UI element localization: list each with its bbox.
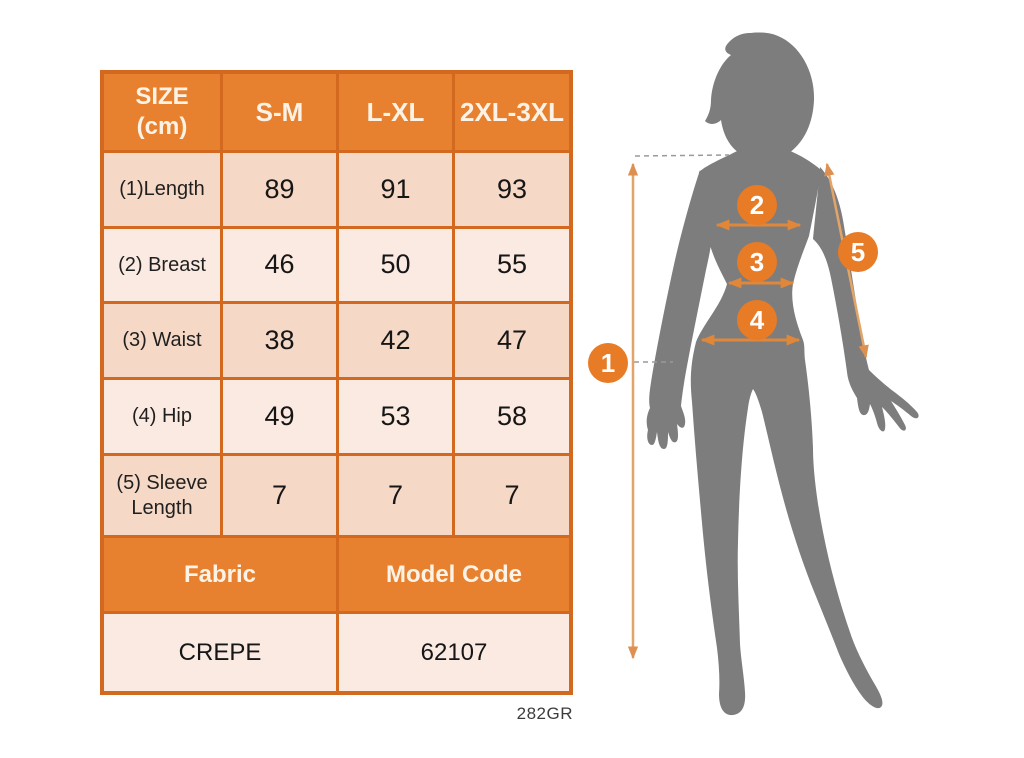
breast-lxl-value: 50 (339, 229, 452, 301)
waist-2xl3xl-value: 47 (455, 304, 569, 377)
model-code-header-cell: Model Code (339, 538, 569, 611)
hip-2xl3xl-value: 58 (455, 380, 569, 453)
marker-1: 1 (588, 343, 628, 383)
product-code-footnote: 282GR (516, 704, 573, 723)
length-2xl3xl-value: 93 (455, 153, 569, 226)
length-sm-value: 89 (223, 153, 336, 226)
size-header-line1: SIZE (135, 83, 189, 110)
body-measurement-diagram: 1 2 3 4 5 (588, 32, 919, 716)
marker-5-number: 5 (851, 237, 865, 267)
column-header-sm: S-M (223, 74, 336, 150)
hip-lxl-value: 53 (339, 380, 452, 453)
breast-sm-value: 46 (223, 229, 336, 301)
column-header-2xl3xl: 2XL-3XL (455, 74, 569, 150)
marker-4: 4 (737, 300, 777, 340)
sleeve-lxl-value: 7 (339, 456, 452, 535)
waist-lxl-value: 42 (339, 304, 452, 377)
silhouette-torso-legs (690, 146, 883, 716)
silhouette-head (705, 32, 815, 161)
sleeve-sm-value: 7 (223, 456, 336, 535)
row-label-waist: (3) Waist (104, 304, 220, 377)
size-chart-table: SIZE (cm) S-M L-XL 2XL-3XL (1)Length 89 … (100, 70, 573, 695)
shoulder-dashed-line (634, 154, 730, 157)
marker-2-number: 2 (750, 190, 764, 220)
row-label-hip: (4) Hip (104, 380, 220, 453)
row-label-sleeve-length: (5) Sleeve Length (104, 456, 220, 535)
size-unit-header-cell: SIZE (cm) (104, 74, 220, 150)
column-header-lxl: L-XL (339, 74, 452, 150)
silhouette-right-arm (813, 167, 919, 432)
silhouette-left-arm (646, 170, 712, 449)
hip-sm-value: 49 (223, 380, 336, 453)
marker-2: 2 (737, 185, 777, 225)
marker-4-number: 4 (750, 305, 765, 335)
model-code-value-cell: 62107 (339, 614, 569, 691)
waist-sm-value: 38 (223, 304, 336, 377)
row-label-breast: (2) Breast (104, 229, 220, 301)
row-label-length: (1)Length (104, 153, 220, 226)
size-header-line2: (cm) (136, 113, 188, 140)
breast-2xl3xl-value: 55 (455, 229, 569, 301)
female-body-silhouette (646, 32, 919, 716)
sleeve-2xl3xl-value: 7 (455, 456, 569, 535)
marker-1-number: 1 (601, 348, 615, 378)
marker-3: 3 (737, 242, 777, 282)
length-lxl-value: 91 (339, 153, 452, 226)
fabric-header-cell: Fabric (104, 538, 336, 611)
marker-5: 5 (838, 232, 878, 272)
fabric-value-cell: CREPE (104, 614, 336, 691)
marker-3-number: 3 (750, 247, 764, 277)
